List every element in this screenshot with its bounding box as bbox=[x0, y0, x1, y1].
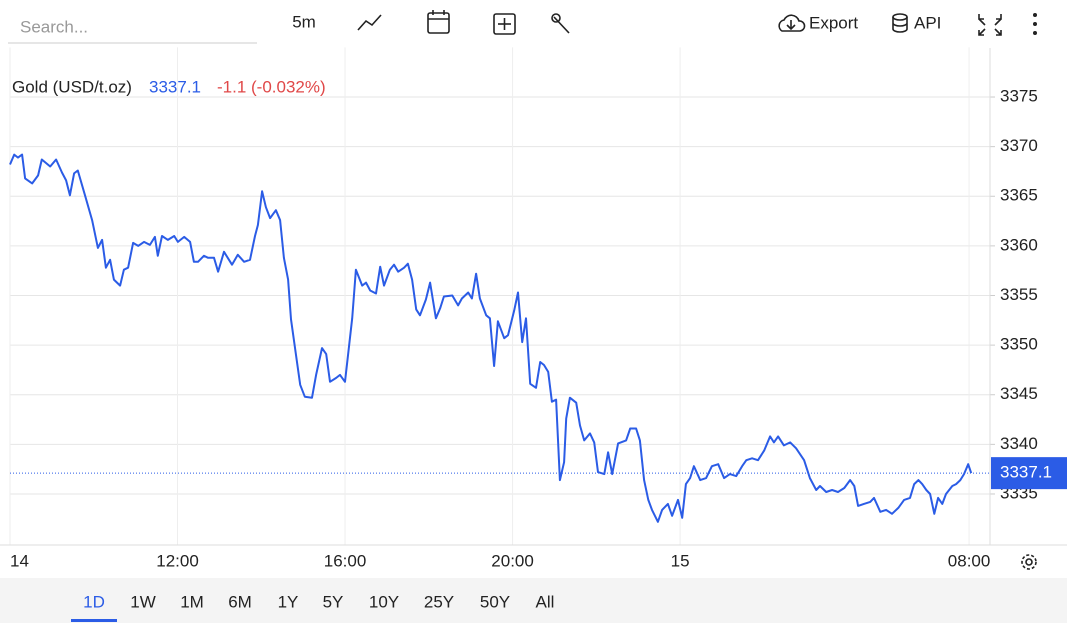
interval-button[interactable]: 5m bbox=[292, 12, 316, 31]
range-button[interactable]: 1W bbox=[130, 592, 156, 611]
range-button[interactable]: 10Y bbox=[369, 592, 399, 611]
settings-icon[interactable] bbox=[1021, 554, 1037, 570]
legend: Gold (USD/t.oz) 3337.1 -1.1 (-0.032%) bbox=[12, 77, 326, 96]
range-button[interactable]: All bbox=[536, 592, 555, 611]
fullscreen-icon[interactable] bbox=[978, 14, 1002, 36]
x-tick-label: 08:00 bbox=[948, 551, 991, 570]
export-button[interactable]: Export bbox=[778, 13, 858, 32]
y-tick-label: 3355 bbox=[1000, 285, 1038, 304]
range-selected-underline bbox=[71, 619, 117, 622]
add-indicator-icon[interactable] bbox=[493, 13, 516, 35]
last-price-tag bbox=[991, 457, 1067, 490]
more-menu[interactable] bbox=[1033, 13, 1037, 35]
chart-title: Gold (USD/t.oz) bbox=[12, 77, 132, 96]
api-label: API bbox=[914, 13, 941, 32]
toolbar: Search... 5m Export API bbox=[8, 10, 1037, 44]
last-price: 3337.1 bbox=[149, 77, 201, 96]
api-button[interactable]: API bbox=[892, 13, 941, 33]
price-line bbox=[9, 153, 973, 523]
last-price-tag-label: 3337.1 bbox=[1000, 463, 1052, 482]
tools-icon[interactable] bbox=[551, 13, 570, 34]
x-tick-label: 14 bbox=[10, 551, 29, 570]
y-tick-label: 3350 bbox=[1000, 335, 1038, 354]
x-tick-label: 16:00 bbox=[324, 551, 367, 570]
range-button[interactable]: 1Y bbox=[278, 592, 299, 611]
x-tick-label: 20:00 bbox=[491, 551, 534, 570]
range-button[interactable]: 6M bbox=[228, 592, 252, 611]
x-axis-labels: 14 12:00 16:00 20:00 15 08:00 bbox=[10, 551, 990, 570]
range-button[interactable]: 50Y bbox=[480, 592, 510, 611]
range-button[interactable]: 5Y bbox=[323, 592, 344, 611]
y-tick-label: 3375 bbox=[1000, 87, 1038, 106]
y-tick-label: 3340 bbox=[1000, 434, 1038, 453]
x-tick-label: 15 bbox=[671, 551, 690, 570]
y-tick-label: 3370 bbox=[1000, 136, 1038, 155]
calendar-icon[interactable] bbox=[427, 10, 450, 34]
range-button[interactable]: 25Y bbox=[424, 592, 454, 611]
range-selector: 1D 1W 1M 6M 1Y 5Y 10Y 25Y 50Y All bbox=[71, 592, 554, 622]
y-tick-label: 3360 bbox=[1000, 235, 1038, 254]
y-tick-label: 3365 bbox=[1000, 186, 1038, 205]
chart-type-icon[interactable] bbox=[357, 14, 382, 31]
range-button[interactable]: 1M bbox=[180, 592, 204, 611]
search-input[interactable]: Search... bbox=[20, 17, 88, 36]
x-tick-label: 12:00 bbox=[156, 551, 199, 570]
export-label: Export bbox=[809, 13, 858, 32]
range-button[interactable]: 1D bbox=[83, 592, 105, 611]
y-tick-label: 3345 bbox=[1000, 384, 1038, 403]
range-bar bbox=[0, 578, 1067, 623]
price-change: -1.1 (-0.032%) bbox=[217, 77, 326, 96]
